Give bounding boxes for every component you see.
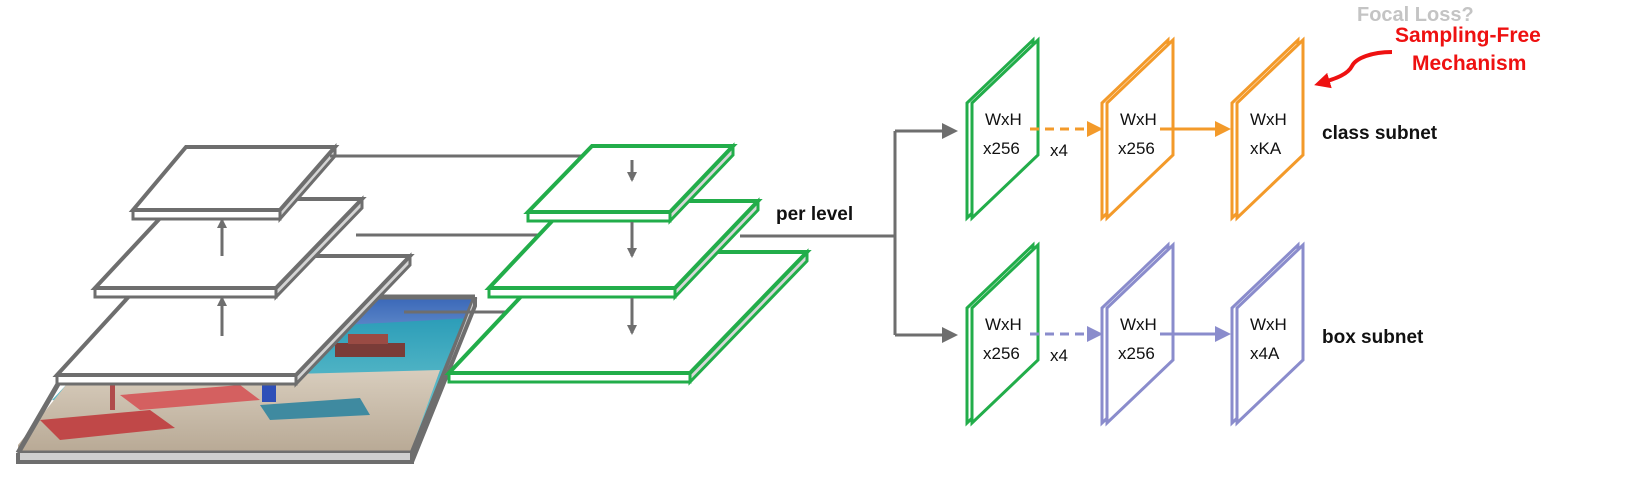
class-stage-3: WxH xKA	[1230, 36, 1305, 222]
box-stage-1-dim: WxH	[985, 315, 1022, 334]
class-stage-1-dim: WxH	[985, 110, 1022, 129]
box-stage-2: WxH x256	[1100, 241, 1175, 427]
class-stage-1: WxH x256	[965, 36, 1040, 222]
class-stage-2-channels: x256	[1118, 139, 1155, 158]
focal-loss-annotation: Focal Loss?	[1357, 4, 1474, 26]
class-stage-3-channels: xKA	[1250, 139, 1282, 158]
annotations: Focal Loss? Sampling-Free Mechanism	[1314, 4, 1541, 89]
per-level-label: per level	[776, 204, 853, 225]
box-stage-1: WxH x256	[965, 241, 1040, 427]
box-subnet-label: box subnet	[1322, 327, 1424, 348]
backbone-level-medium	[90, 195, 367, 301]
fpn-level-medium	[484, 197, 763, 301]
box-stage-2-dim: WxH	[1120, 315, 1157, 334]
box-stage-3: WxH x4A	[1230, 241, 1305, 427]
box-stage-3-dim: WxH	[1250, 315, 1287, 334]
class-stage-2: WxH x256	[1100, 36, 1175, 222]
box-stage-1-channels: x256	[983, 344, 1020, 363]
class-stage-2-dim: WxH	[1120, 110, 1157, 129]
sampling-free-annotation-line1: Sampling-Free	[1395, 24, 1541, 47]
class-repeat-label: x4	[1050, 141, 1068, 160]
box-stage-3-channels: x4A	[1250, 344, 1280, 363]
class-subnet-label: class subnet	[1322, 123, 1438, 144]
class-stage-1-channels: x256	[983, 139, 1020, 158]
backbone-level-small	[128, 143, 340, 223]
class-stage-3-dim: WxH	[1250, 110, 1287, 129]
fpn-pyramid	[444, 142, 812, 386]
box-stage-2-channels: x256	[1118, 344, 1155, 363]
per-level-connector	[740, 123, 958, 343]
backbone-pyramid	[52, 143, 415, 388]
box-repeat-label: x4	[1050, 346, 1068, 365]
class-subnet: WxH x256 x4 WxH x256 WxH xKA class subne…	[965, 36, 1438, 222]
box-subnet: WxH x256 x4 WxH x256 WxH x4A box subnet	[965, 241, 1424, 427]
red-curved-arrow	[1314, 50, 1393, 89]
input-image	[15, 294, 478, 464]
sampling-free-annotation-line2: Mechanism	[1412, 52, 1526, 75]
